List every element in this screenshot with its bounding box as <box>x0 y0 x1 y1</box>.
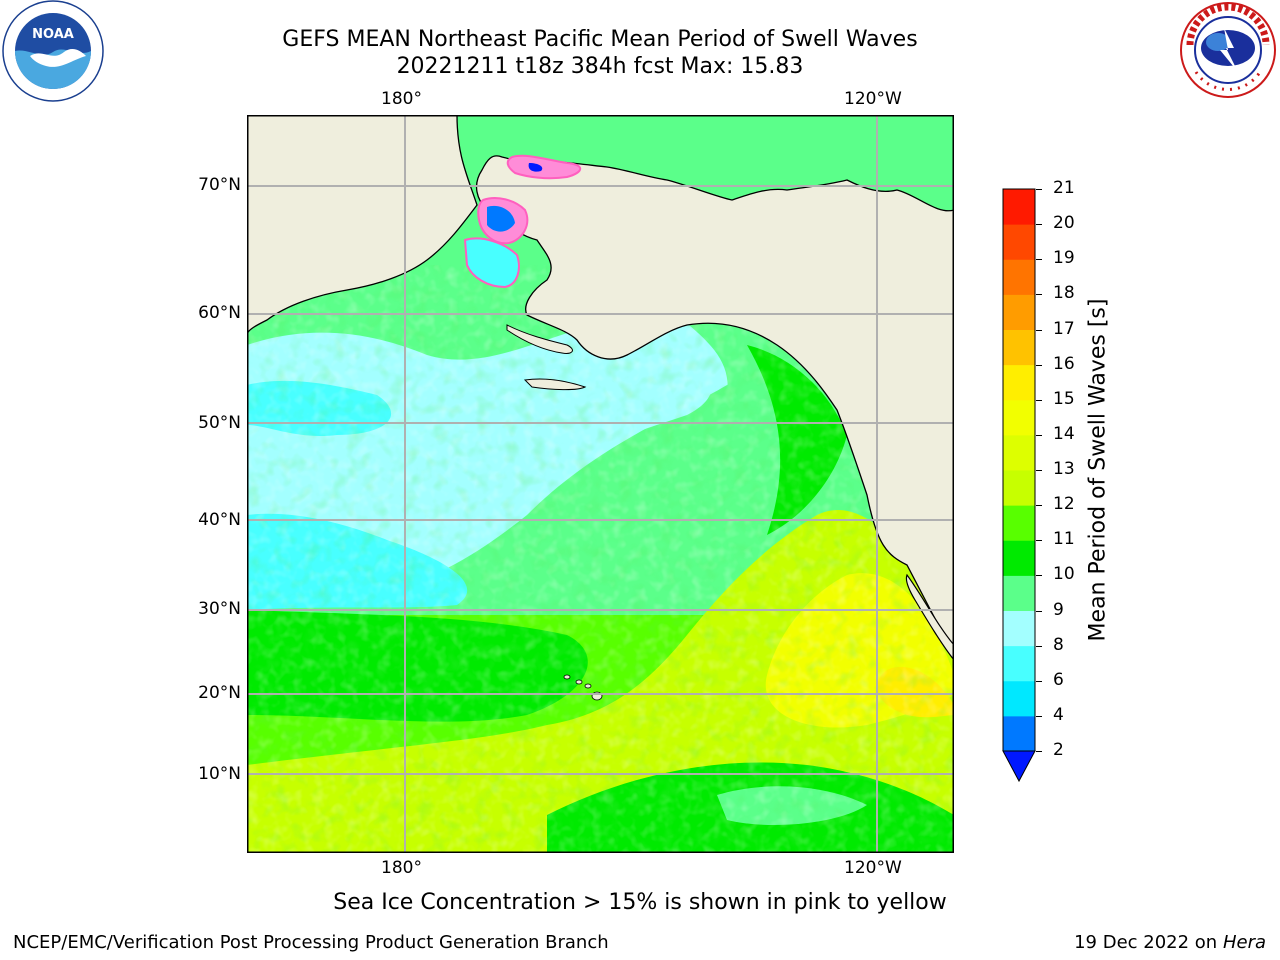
colorbar-band <box>1003 399 1035 436</box>
colorbar-tick-mark <box>1036 680 1042 682</box>
colorbar-tick-mark <box>1036 715 1042 717</box>
footer-date: 19 Dec 2022 on <box>1074 932 1218 953</box>
colorbar-tick-mark <box>1036 505 1042 507</box>
colorbar-label: Mean Period of Swell Waves [s] <box>1085 298 1111 642</box>
svg-text:NOAA: NOAA <box>32 27 74 42</box>
colorbar-tick-label: 6 <box>1053 669 1064 690</box>
colorbar-tick-mark <box>1036 294 1042 296</box>
footer-timestamp: 19 Dec 2022 on Hera <box>1074 932 1266 953</box>
graticule <box>247 115 954 853</box>
colorbar-band <box>1003 540 1035 576</box>
sea-ice-footnote: Sea Ice Concentration > 15% is shown in … <box>333 890 947 915</box>
chart-subtitle: 20221211 t18z 384h fcst Max: 15.83 <box>396 54 804 79</box>
colorbar-tick-mark <box>1036 470 1042 471</box>
colorbar-tick-mark <box>1036 399 1042 401</box>
colorbar-band <box>1003 189 1035 225</box>
colorbar-tick-mark <box>1036 575 1042 577</box>
baja-california <box>905 573 954 661</box>
lat-label-70n: 70°N <box>198 175 241 195</box>
lat-label-30n: 30°N <box>198 599 241 619</box>
colorbar-tick-label: 20 <box>1053 213 1075 234</box>
lon-label-top-120w: 120°W <box>844 89 902 109</box>
map-border <box>247 115 954 853</box>
lat-label-40n: 40°N <box>198 510 241 530</box>
colorbar-tick-label: 4 <box>1053 704 1064 725</box>
map-panel <box>247 115 954 853</box>
footer-credit: NCEP/EMC/Verification Post Processing Pr… <box>13 932 609 953</box>
colorbar-tick-label: 19 <box>1053 248 1075 269</box>
colorbar-extend-min <box>1002 750 1036 783</box>
chart-title: GEFS MEAN Northeast Pacific Mean Period … <box>282 27 918 52</box>
colorbar-band <box>1003 224 1035 260</box>
lat-label-50n: 50°N <box>198 413 241 433</box>
colorbar-band <box>1003 575 1035 611</box>
colorbar-band <box>1003 505 1035 541</box>
colorbar-tick-label: 8 <box>1053 634 1064 655</box>
lon-label-top-180: 180° <box>381 89 422 109</box>
colorbar-tick-label: 18 <box>1053 283 1075 304</box>
colorbar-tick-mark <box>1036 329 1042 331</box>
noaa-logo: NOAA <box>2 0 104 102</box>
colorbar-tick-mark <box>1036 540 1042 542</box>
colorbar-band <box>1003 715 1035 752</box>
lat-label-10n: 10°N <box>198 764 241 784</box>
colorbar-tick-label: 17 <box>1053 318 1075 339</box>
colorbar-tick-mark <box>1036 189 1042 190</box>
colorbar-tick-mark <box>1036 259 1042 261</box>
colorbar-tick-label: 10 <box>1053 564 1075 585</box>
colorbar-band <box>1003 680 1035 717</box>
colorbar-tick-label: 14 <box>1053 423 1075 444</box>
colorbar-tick-label: 16 <box>1053 353 1075 374</box>
colorbar-tick-label: 12 <box>1053 494 1075 515</box>
colorbar-band <box>1003 259 1035 295</box>
colorbar-tick-mark <box>1036 751 1042 752</box>
colorbar-band <box>1003 470 1035 506</box>
colorbar-tick-mark <box>1036 610 1042 612</box>
colorbar-tick-mark <box>1036 224 1042 226</box>
colorbar-tick-mark <box>1036 364 1042 366</box>
footer-host: Hera <box>1222 932 1266 953</box>
colorbar-band <box>1003 610 1035 647</box>
lon-label-bottom-180: 180° <box>381 858 422 878</box>
nws-logo <box>1180 2 1276 98</box>
colorbar-tick-label: 21 <box>1053 178 1075 198</box>
colorbar-tick-label: 11 <box>1053 529 1075 550</box>
colorbar-tick-mark <box>1036 645 1042 647</box>
colorbar-tick-label: 9 <box>1053 599 1064 620</box>
lat-label-20n: 20°N <box>198 683 241 703</box>
colorbar-band <box>1003 364 1035 401</box>
lat-label-60n: 60°N <box>198 303 241 323</box>
sea-ice-region <box>463 154 582 289</box>
colorbar <box>1002 188 1036 783</box>
colorbar-band <box>1003 434 1035 471</box>
colorbar-tick-mark <box>1036 434 1042 436</box>
colorbar-tick-label: 13 <box>1053 459 1075 479</box>
lon-label-bottom-120w: 120°W <box>844 858 902 878</box>
colorbar-tick-label: 2 <box>1053 740 1064 760</box>
colorbar-tick-label: 15 <box>1053 388 1075 409</box>
colorbar-band <box>1003 294 1035 330</box>
colorbar-band <box>1003 329 1035 366</box>
colorbar-band <box>1003 645 1035 682</box>
